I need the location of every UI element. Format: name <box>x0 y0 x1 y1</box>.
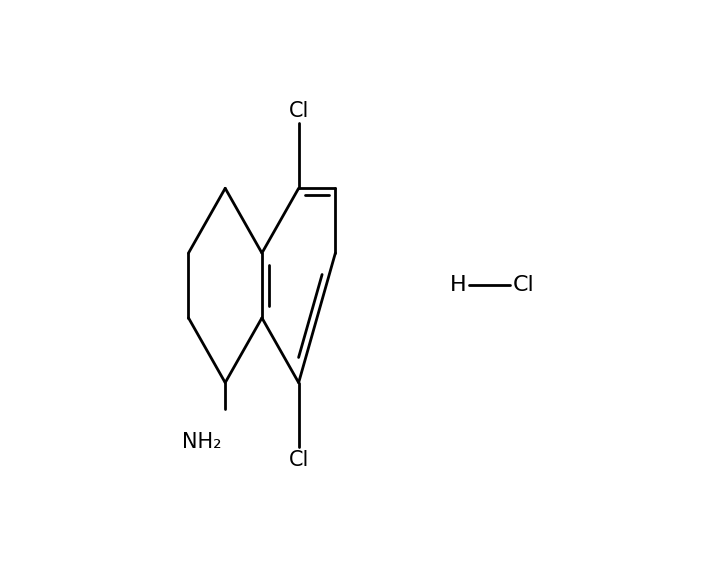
Text: Cl: Cl <box>288 102 309 121</box>
Text: H: H <box>450 275 467 296</box>
Text: Cl: Cl <box>288 449 309 470</box>
Text: Cl: Cl <box>513 275 534 296</box>
Text: NH₂: NH₂ <box>182 433 221 452</box>
